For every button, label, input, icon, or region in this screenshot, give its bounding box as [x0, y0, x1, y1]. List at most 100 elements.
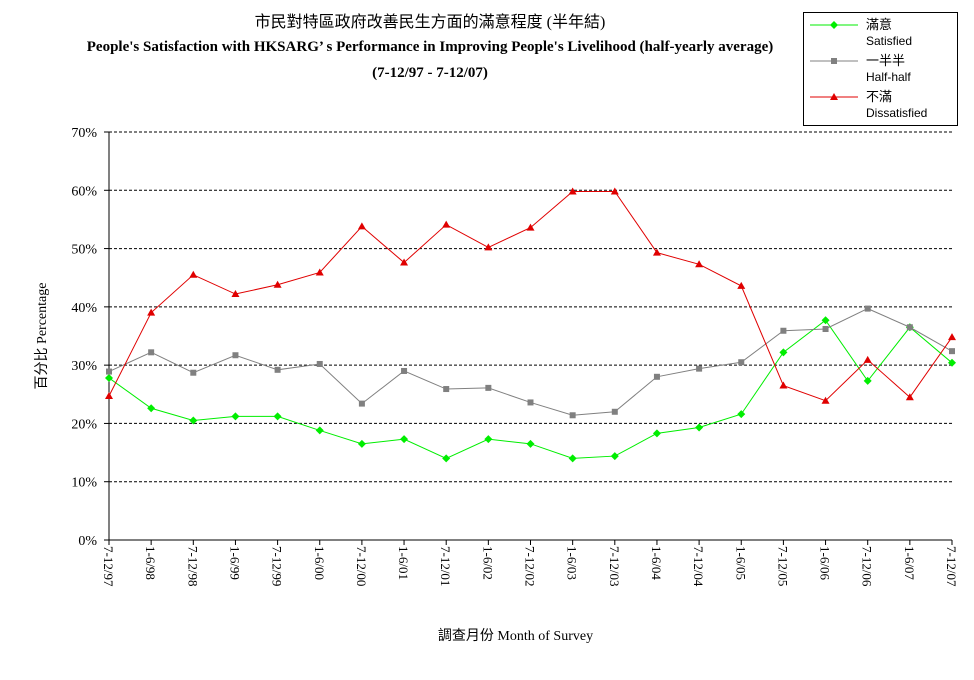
data-point-half-half: [780, 327, 787, 334]
data-point-half-half: [569, 412, 576, 419]
legend-swatch-dissatisfied: [810, 93, 858, 100]
data-point-dissatisfied: [695, 260, 704, 268]
data-point-satisfied: [863, 376, 872, 385]
x-tick-label: 1-6/03: [565, 546, 580, 580]
y-tick-label: 50%: [71, 243, 97, 258]
legend-label-half-half-zh: 一半半: [866, 53, 906, 68]
data-point-dissatisfied: [147, 308, 156, 316]
data-point-dissatisfied: [821, 396, 830, 404]
data-point-half-half: [232, 352, 239, 359]
data-point-half-half: [738, 359, 745, 366]
data-point-half-half: [611, 408, 618, 415]
y-axis-title: 百分比 Percentage: [34, 283, 50, 390]
data-point-half-half: [653, 373, 660, 380]
y-tick-label: 30%: [71, 359, 97, 374]
data-point-satisfied: [695, 423, 704, 432]
data-point-satisfied: [442, 454, 451, 463]
legend-label-satisfied-zh: 滿意: [866, 17, 893, 32]
series-line-satisfied: [108, 319, 953, 459]
x-tick-label: 7-12/07: [944, 546, 959, 587]
legend-label-dissatisfied: 不滿 Dissatisfied: [866, 89, 927, 121]
x-tick-label: 1-6/06: [818, 546, 833, 580]
data-point-satisfied: [189, 416, 198, 425]
x-tick-label: 1-6/00: [312, 546, 327, 580]
data-point-half-half: [316, 360, 323, 367]
x-tick-label: 7-12/04: [691, 546, 706, 587]
y-tick-label: 60%: [71, 184, 97, 199]
data-point-dissatisfied: [484, 243, 493, 251]
data-point-satisfied: [948, 358, 956, 367]
data-point-half-half: [906, 324, 913, 331]
data-point-satisfied: [400, 435, 409, 444]
x-tick-label: 7-12/00: [354, 546, 369, 586]
y-tick-label: 40%: [71, 301, 97, 316]
data-point-half-half: [358, 400, 365, 407]
legend: 滿意 Satisfied 一半半 Half-half 不滿 Dissatisfi…: [803, 12, 958, 126]
x-tick-label: 7-12/03: [607, 546, 622, 586]
data-point-dissatisfied: [526, 223, 535, 231]
data-point-half-half: [864, 305, 871, 312]
data-point-dissatisfied: [652, 248, 661, 256]
data-point-satisfied: [147, 404, 156, 413]
x-tick-label: 7-12/05: [775, 546, 790, 586]
x-tick-label: 1-6/99: [227, 546, 242, 580]
legend-label-half-half: 一半半 Half-half: [866, 53, 911, 85]
data-point-dissatisfied: [610, 187, 619, 195]
data-point-half-half: [190, 369, 197, 376]
data-point-dissatisfied: [568, 187, 577, 195]
data-point-satisfied: [484, 435, 493, 444]
data-point-satisfied: [105, 373, 113, 382]
x-tick-label: 7-12/97: [101, 546, 116, 587]
data-point-satisfied: [231, 412, 240, 421]
data-point-half-half: [443, 386, 450, 393]
data-point-dissatisfied: [189, 270, 198, 278]
data-point-satisfied: [315, 426, 324, 435]
data-point-half-half: [527, 399, 534, 406]
chart-title-block: 市民對特區政府改善民生方面的滿意程度 (半年結) People's Satisf…: [20, 12, 840, 86]
x-tick-label: 7-12/01: [438, 546, 453, 586]
legend-label-dissatisfied-en: Dissatisfied: [866, 106, 928, 120]
legend-label-dissatisfied-zh: 不滿: [866, 89, 893, 104]
data-point-dissatisfied: [905, 393, 914, 401]
data-point-dissatisfied: [779, 381, 788, 389]
data-point-half-half: [401, 367, 408, 374]
data-point-dissatisfied: [273, 280, 282, 288]
data-point-dissatisfied: [315, 268, 324, 276]
data-point-satisfied: [737, 410, 746, 419]
data-point-satisfied: [357, 439, 366, 448]
data-point-satisfied: [779, 348, 788, 357]
chart-title-chinese: 市民對特區政府改善民生方面的滿意程度 (半年結): [254, 14, 606, 31]
data-point-half-half: [696, 365, 703, 372]
data-point-dissatisfied: [400, 258, 409, 266]
data-point-dissatisfied: [737, 281, 746, 289]
legend-label-satisfied: 滿意 Satisfied: [866, 17, 912, 49]
data-point-dissatisfied: [231, 290, 240, 298]
data-point-satisfied: [610, 452, 619, 461]
data-point-half-half: [274, 366, 281, 373]
data-point-dissatisfied: [948, 333, 956, 341]
x-tick-label: 7-12/02: [523, 546, 538, 586]
x-tick-label: 1-6/04: [649, 546, 664, 580]
legend-label-satisfied-en: Satisfied: [866, 34, 913, 48]
x-tick-label: 1-6/02: [480, 546, 495, 580]
data-point-satisfied: [652, 429, 661, 438]
data-point-satisfied: [568, 454, 577, 463]
x-tick-label: 1-6/07: [902, 546, 917, 580]
chart-subtitle: (7-12/97 - 7-12/07): [372, 65, 488, 81]
legend-label-half-half-en: Half-half: [866, 70, 911, 84]
data-point-half-half: [485, 384, 492, 391]
x-tick-label: 1-6/98: [143, 546, 158, 580]
data-point-satisfied: [821, 316, 830, 325]
x-tick-label: 1-6/05: [733, 546, 748, 580]
data-point-satisfied: [526, 439, 535, 448]
y-tick-label: 20%: [71, 417, 97, 432]
data-point-dissatisfied: [357, 222, 366, 230]
x-axis-title: 調查月份 Month of Survey: [438, 628, 593, 644]
data-point-half-half: [106, 368, 112, 375]
data-point-half-half: [822, 326, 829, 333]
y-tick-label: 70%: [71, 126, 97, 141]
data-point-satisfied: [273, 412, 282, 421]
chart-title-english: People's Satisfaction with HKSARG’ s Per…: [86, 39, 774, 55]
data-point-dissatisfied: [863, 355, 872, 363]
